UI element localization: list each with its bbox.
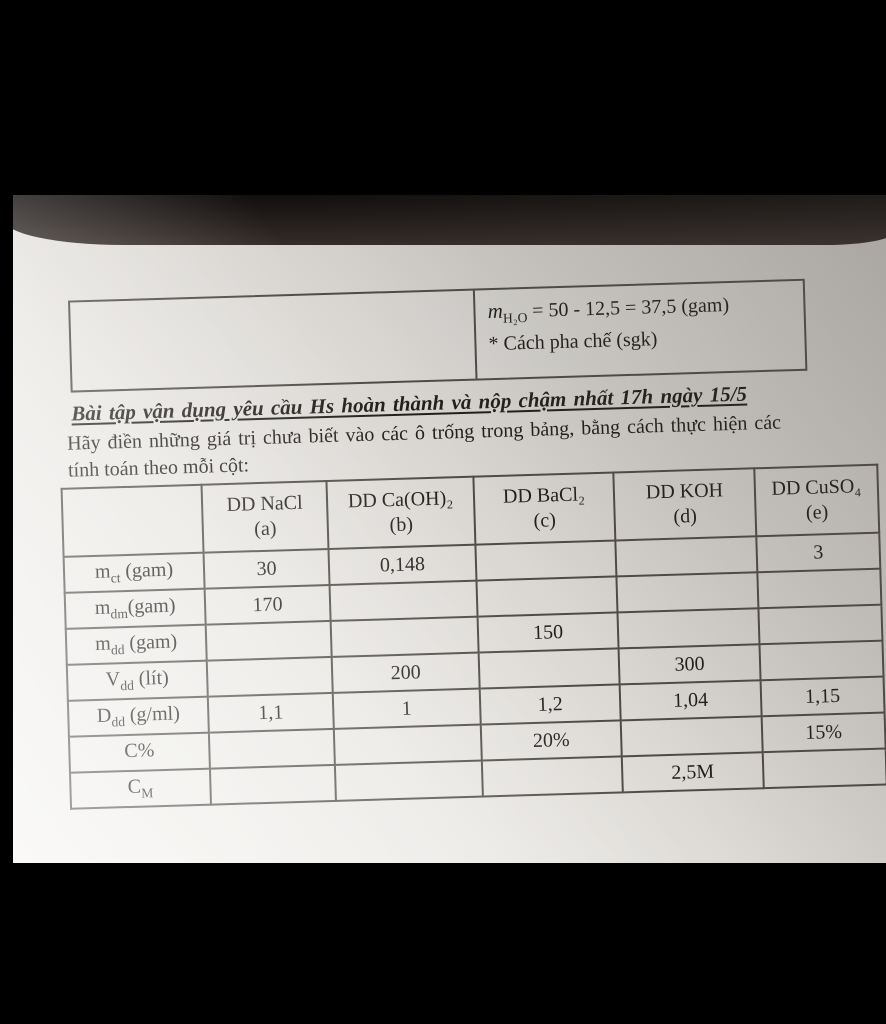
row-label-unit: (gam) [120, 559, 174, 583]
formula-variable: m [487, 298, 504, 324]
table-cell: 30 [203, 549, 330, 590]
row-label-symbol: m [94, 596, 111, 620]
row-label-symbol: m [94, 632, 112, 656]
column-name: DD Ca(OH)₂ [347, 487, 454, 513]
row-label: Vdd (lít) [66, 661, 208, 702]
column-tag: (a) [253, 517, 277, 541]
table-cell [620, 716, 763, 757]
column-tag: (b) [389, 513, 414, 537]
column-name: DD NaCl [226, 492, 303, 517]
row-label: mct (gam) [63, 553, 205, 594]
table-cell [209, 765, 336, 805]
row-label-symbol: C% [124, 739, 155, 763]
table-cell: 1,2 [479, 684, 621, 725]
table-cell: 1,15 [760, 676, 885, 717]
row-label-subscript: dd [120, 678, 135, 694]
table-cell: 300 [618, 644, 761, 685]
column-name: DD CuSO₄ [771, 475, 862, 501]
column-header-e: DD CuSO₄ (e) [754, 465, 880, 537]
table-cell [330, 616, 479, 658]
column-header-d: DD KOH (d) [613, 468, 757, 541]
table-surface-edge [13, 195, 886, 245]
row-label-subscript: dm [110, 606, 129, 622]
table-cell: 1,04 [619, 680, 762, 721]
table-cell [329, 581, 478, 622]
formula-result: = 50 - 12,5 = 37,5 (gam) [526, 294, 730, 322]
row-label-symbol: D [96, 704, 112, 728]
formula-subscript: H₂O [502, 309, 528, 326]
table-cell [759, 640, 884, 681]
row-label-symbol: V [105, 668, 121, 692]
table-cell [475, 540, 617, 582]
table-cell [334, 760, 483, 802]
table-cell [478, 648, 620, 689]
table-cell [208, 729, 335, 769]
row-label-subscript: M [141, 785, 154, 802]
row-label-symbol: m [94, 560, 111, 584]
answer-box-empty-cell [70, 290, 478, 391]
row-label: mdd (gam) [65, 625, 207, 666]
row-label-subscript: dd [111, 714, 126, 730]
worksheet-content: mH₂O = 50 - 12,5 = 37,5 (gam) * Cách pha… [55, 276, 886, 810]
table-cell [617, 608, 760, 649]
column-tag: (d) [673, 505, 698, 529]
column-header-c: DD BaCl₂ (c) [473, 472, 616, 546]
column-tag: (c) [533, 509, 557, 533]
table-cell [333, 724, 482, 766]
row-label: CM [70, 768, 212, 810]
row-label-unit: (lít) [133, 667, 170, 691]
column-tag: (e) [805, 501, 829, 525]
table-cell [762, 748, 886, 789]
table-cell [758, 605, 883, 645]
table-cell: 20% [480, 720, 622, 761]
table-cell: 0,148 [328, 545, 477, 586]
table-cell: 2,5M [621, 752, 764, 793]
row-label-unit: (g/ml) [124, 702, 181, 727]
answer-box-solution-cell: mH₂O = 50 - 12,5 = 37,5 (gam) * Cách pha… [475, 281, 805, 379]
answer-box: mH₂O = 50 - 12,5 = 37,5 (gam) * Cách pha… [67, 278, 808, 393]
row-label-symbol: C [127, 776, 142, 799]
table-cell: 170 [204, 585, 331, 626]
table-cell [481, 756, 623, 797]
table-cell: 1 [332, 688, 481, 730]
column-header-b: DD Ca(OH)₂ (b) [326, 477, 476, 550]
row-label-unit: (gam) [127, 594, 176, 619]
table-cell [476, 576, 618, 617]
row-label-subscript: dd [110, 642, 125, 658]
row-label-unit: (gam) [124, 630, 178, 655]
worksheet-photo: mH₂O = 50 - 12,5 = 37,5 (gam) * Cách pha… [13, 195, 886, 863]
table-cell: 3 [756, 533, 881, 573]
table-cell [757, 569, 882, 609]
row-label: mdm(gam) [64, 589, 206, 630]
table-cell: 150 [477, 612, 619, 653]
table-cell: 15% [761, 712, 886, 753]
corner-cell [61, 485, 204, 558]
table-cell [616, 572, 759, 613]
table-cell: 200 [331, 652, 480, 694]
row-label: C% [68, 733, 210, 774]
table-cell [615, 536, 758, 577]
solution-table: DD NaCl (a) DD Ca(OH)₂ (b) DD BaCl₂ (c) DD … [61, 464, 886, 810]
table-cell: 1,1 [207, 693, 334, 734]
table-cell [206, 657, 333, 698]
column-header-a: DD NaCl (a) [201, 481, 329, 554]
row-label: Ddd (g/ml) [67, 697, 209, 738]
table-cell [205, 621, 332, 662]
